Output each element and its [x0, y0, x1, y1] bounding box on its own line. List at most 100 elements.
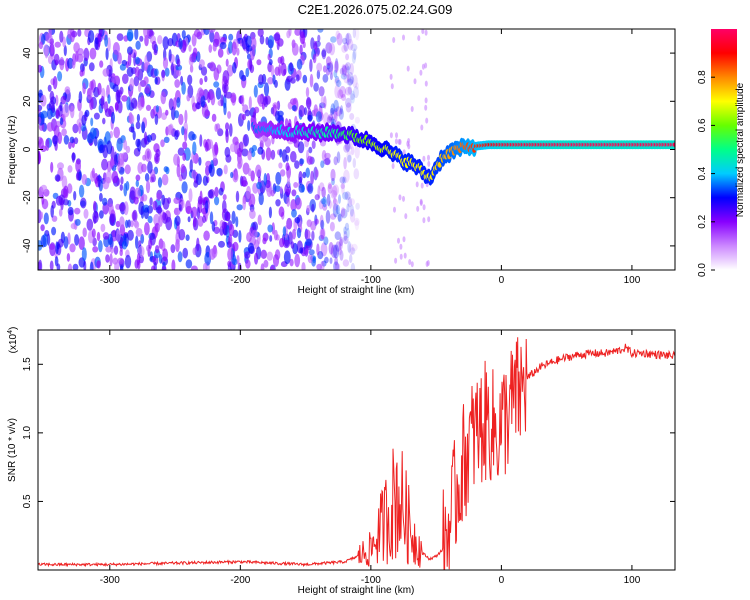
spectrogram-noise-cell [137, 138, 142, 152]
spectrogram-noise-cell [111, 111, 115, 124]
spectrogram-noise-cell [299, 44, 303, 55]
spectrogram-noise-cell [209, 211, 214, 225]
spectrogram-noise-cell [60, 95, 67, 105]
spectrogram-noise-cell [249, 64, 255, 74]
spectrogram-noise-cell [197, 215, 204, 227]
spectrogram-noise-cell [248, 96, 252, 110]
spectrogram-noise-cell [47, 84, 52, 92]
spectrogram-noise-cell [154, 113, 159, 126]
spectrogram-noise-cell [419, 198, 423, 205]
spectrogram-noise-cell [340, 183, 345, 190]
spectrogram-noise-cell [140, 233, 145, 244]
spectrogram-noise-cell [182, 152, 187, 161]
spectrogram-noise-cell [267, 224, 274, 233]
spectrogram-noise-cell [119, 216, 125, 229]
spectrogram-noise-cell [144, 55, 148, 68]
spectrogram-noise-cell [78, 184, 85, 198]
spectrogram-noise-cell [230, 92, 237, 104]
spectrogram-noise-cell [301, 262, 306, 270]
spectrogram-noise-cell [78, 236, 85, 250]
spectrogram-noise-cell [355, 82, 359, 90]
spectrogram-noise-cell [410, 261, 414, 268]
spectrogram-noise-cell [340, 208, 348, 219]
spectrogram-noise-cell [129, 77, 135, 92]
spectrogram-noise-cell [348, 243, 354, 256]
y-tick-label: -20 [22, 190, 33, 205]
spectrogram-noise-cell [340, 207, 346, 218]
spectrogram-noise-cell [275, 171, 282, 185]
spectrogram-noise-cell [130, 220, 134, 228]
spectrogram-noise-cell [275, 199, 281, 207]
spectrogram-noise-cell [189, 159, 193, 173]
spectrogram-noise-cell [264, 137, 272, 148]
spectrogram-noise-cell [321, 186, 326, 198]
spectrogram-noise-cell [187, 216, 191, 223]
spectrogram-noise-cell [325, 42, 333, 54]
spectrogram-noise-cell [176, 69, 181, 77]
spectrogram-noise-cell [328, 200, 332, 209]
spectrogram-noise-cell [71, 30, 78, 38]
spectrogram-noise-cell [182, 247, 188, 259]
spectrogram-noise-cell [398, 194, 402, 201]
spectrogram-noise-cell [135, 56, 141, 65]
spectrogram-noise-cell [184, 109, 188, 123]
spectrogram-noise-cell [290, 98, 297, 105]
spectrogram-noise-cell [73, 137, 79, 145]
spectrogram-noise-cell [343, 230, 348, 241]
spectrogram-noise-cell [339, 236, 344, 247]
spectrogram-noise-cell [272, 254, 280, 267]
spectrogram-noise-cell [343, 73, 350, 84]
spectrogram-noise-cell [146, 51, 153, 62]
spectrogram-noise-cell [191, 133, 197, 141]
spectrogram-noise-cell [117, 257, 125, 265]
spectrogram-noise-cell [420, 182, 424, 189]
spectrogram-noise-cell [351, 51, 356, 64]
spectrogram-noise-cell [144, 173, 150, 182]
spectrogram-noise-cell [168, 49, 172, 62]
spectrogram-noise-cell [352, 29, 356, 39]
spectrogram-noise-cell [325, 67, 331, 76]
spectrogram-noise-cell [81, 247, 87, 261]
spectrogram-noise-cell [341, 65, 347, 77]
spectrogram-noise-cell [102, 117, 106, 125]
spectrogram-noise-cell [321, 150, 327, 162]
spectrogram-noise-cell [129, 186, 136, 200]
spectrogram-noise-cell [343, 42, 349, 52]
spectrogram-noise-cell [117, 164, 121, 172]
x-tick-label: 0 [499, 275, 505, 286]
spectrogram-noise-cell [333, 156, 338, 166]
spectrogram-noise-cell [89, 96, 94, 111]
spectrogram-noise-cell [344, 191, 351, 201]
spectrogram-noise-cell [73, 190, 77, 201]
spectrogram-noise-cell [259, 135, 266, 143]
spectrogram-noise-cell [272, 74, 276, 85]
spectrogram-noise-cell [268, 206, 272, 219]
snr-plot-area [38, 330, 675, 570]
spectrogram-noise-cell [273, 33, 281, 42]
y-tick-label: 40 [22, 47, 33, 59]
spectrogram-noise-cell [45, 138, 50, 151]
spectrogram-noise-cell [122, 73, 129, 85]
spectrogram-noise-cell [392, 37, 396, 43]
spectrogram-noise-cell [209, 30, 215, 43]
spectrogram-noise-cell [127, 219, 132, 228]
spectrogram-noise-cell [75, 172, 80, 181]
spectrogram-noise-cell [291, 105, 297, 112]
spectrogram-noise-cell [117, 52, 122, 65]
spectrogram-noise-cell [292, 228, 296, 240]
spectrogram-noise-cell [109, 253, 113, 267]
spectrogram-noise-cell [204, 141, 209, 152]
spectrogram-noise-cell [328, 242, 334, 255]
spectrogram-noise-cell [286, 196, 291, 207]
spectrogram-noise-cell [244, 251, 251, 259]
spectrogram-noise-cell [326, 193, 331, 207]
spectrogram-noise-cell [332, 203, 339, 218]
spectrogram-noise-cell [346, 227, 350, 239]
spectrogram-noise-cell [239, 141, 244, 153]
spectrogram-noise-cell [181, 30, 186, 39]
spectrogram-noise-cell [113, 245, 119, 255]
spectrogram-noise-cell [324, 256, 329, 264]
spectrogram-noise-cell [98, 240, 103, 253]
spectrogram-noise-cell [208, 44, 213, 53]
spectrogram-noise-cell [410, 106, 414, 112]
